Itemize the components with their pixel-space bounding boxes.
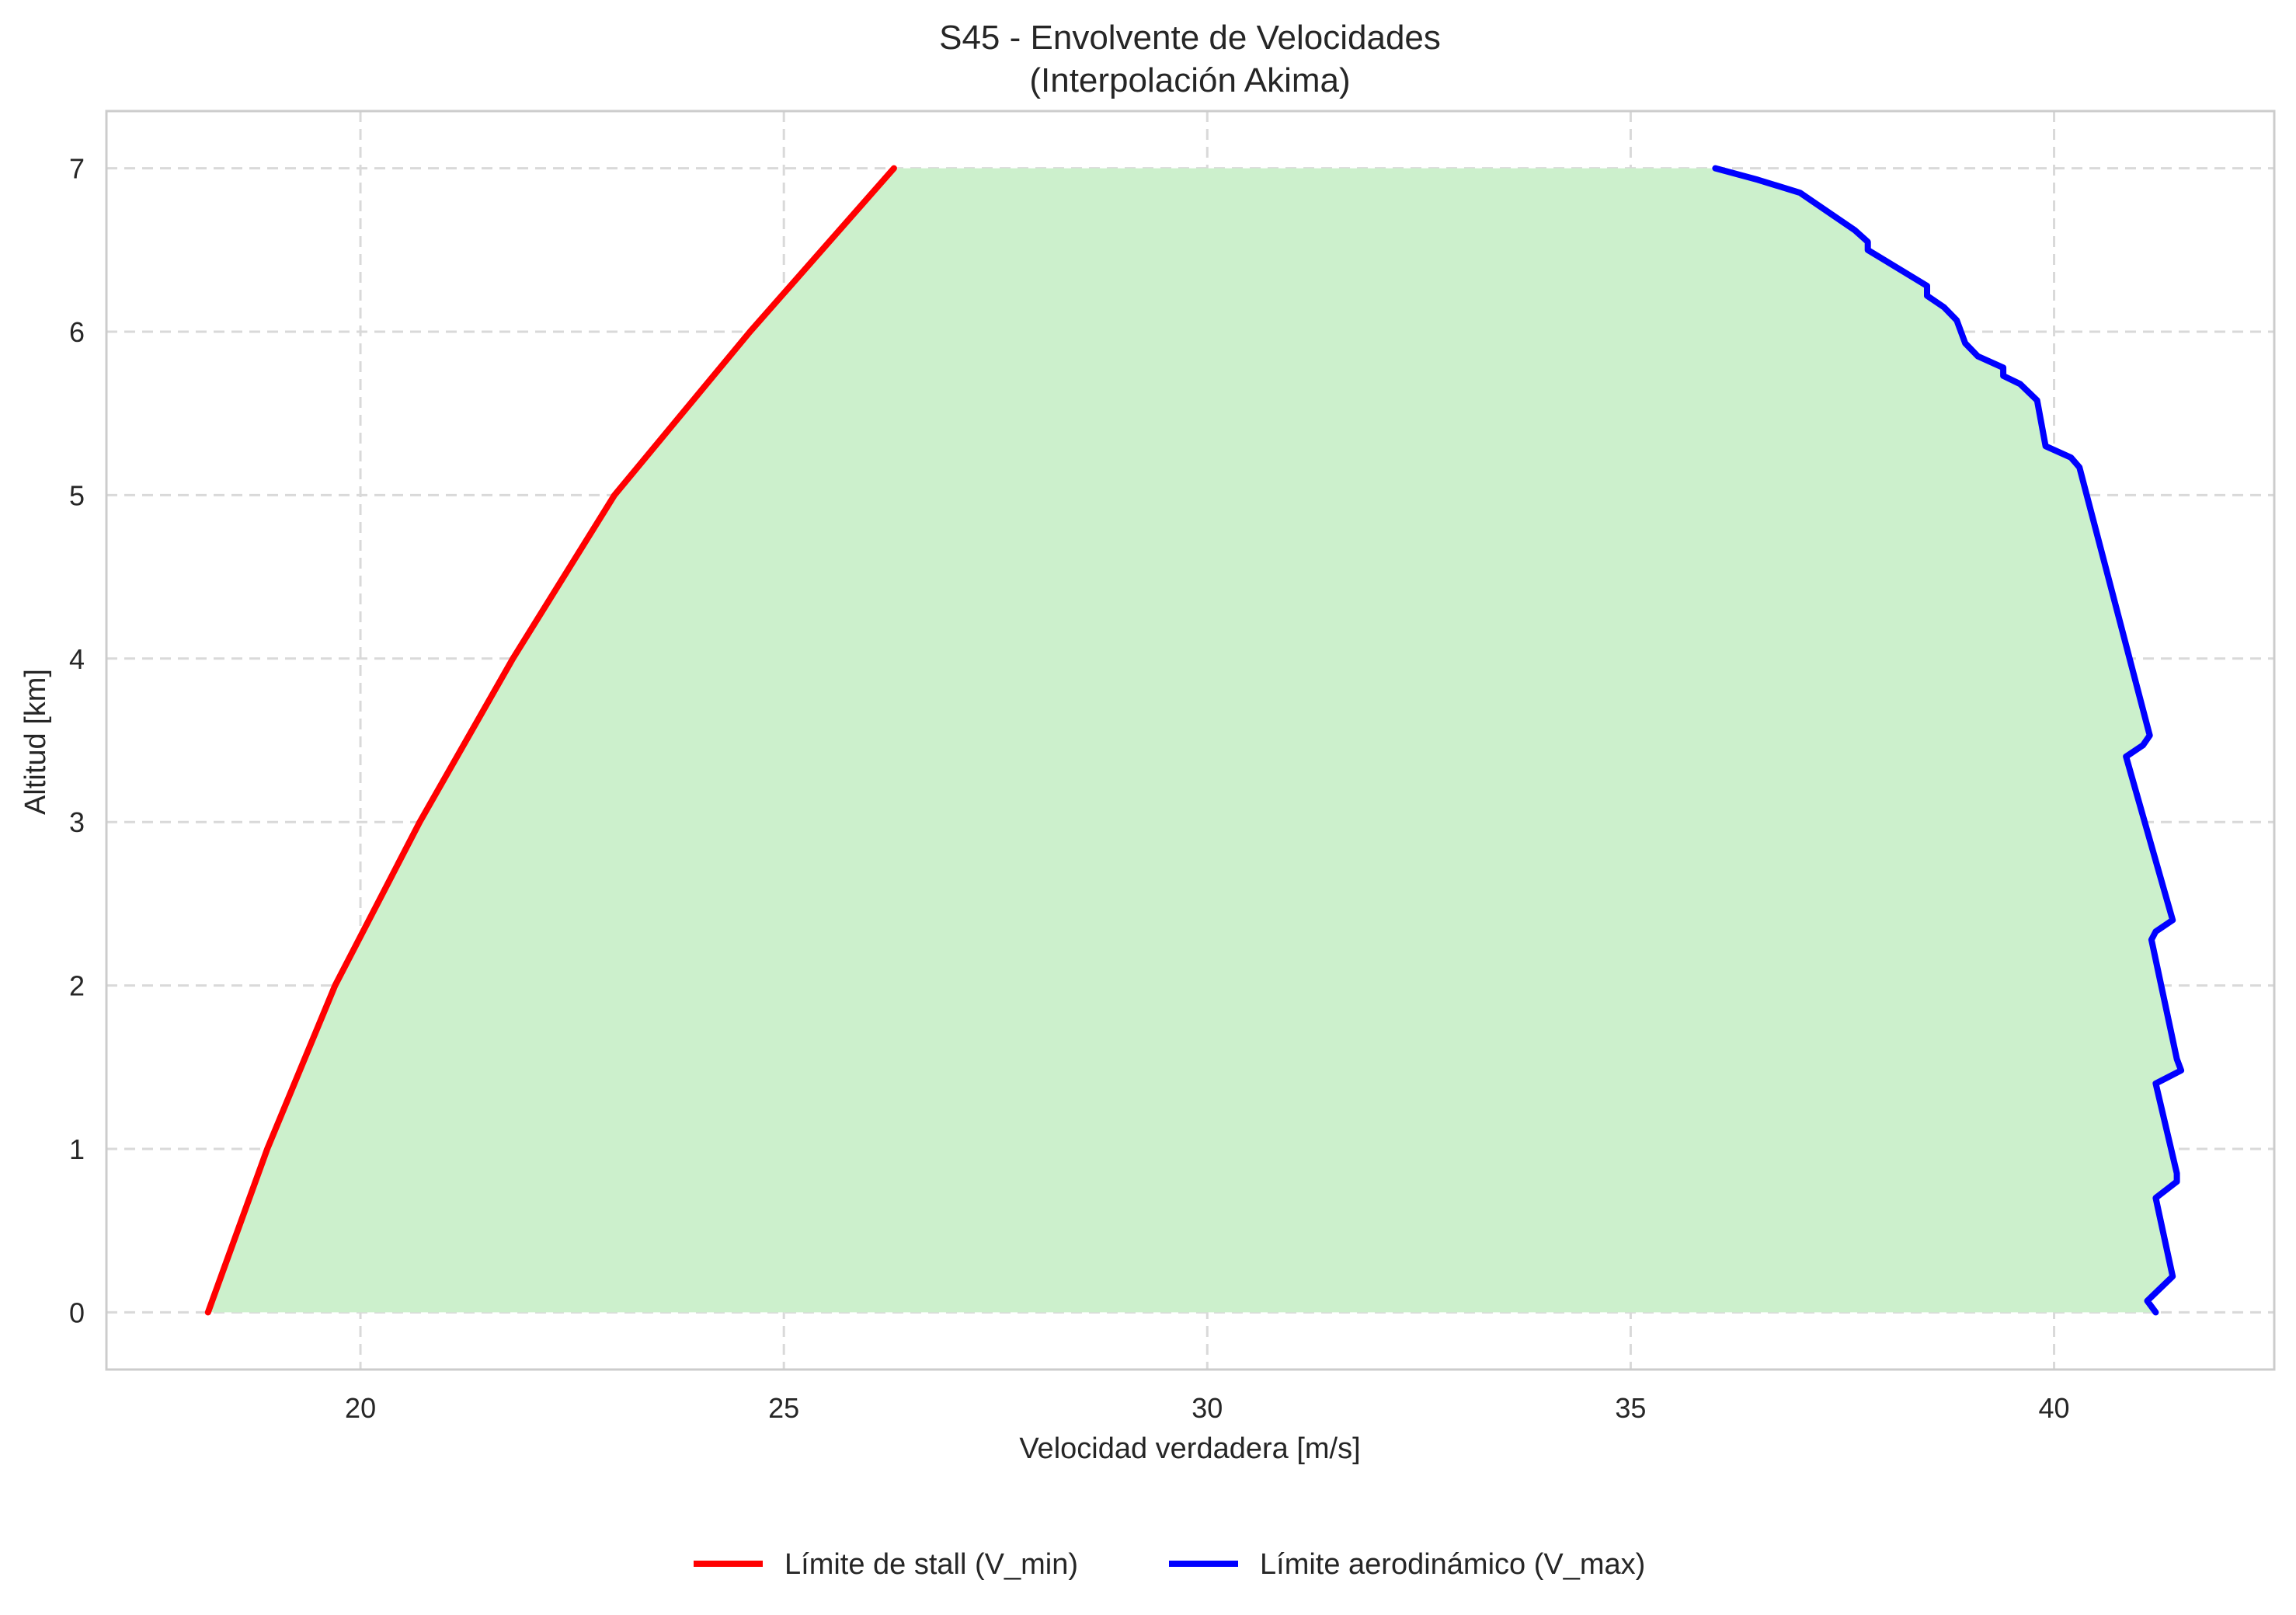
x-tick-label: 20	[345, 1392, 376, 1424]
y-axis-label: Altitud [km]	[19, 669, 52, 815]
series-line-aero	[1712, 165, 2185, 1316]
y-tick-label: 4	[69, 643, 85, 675]
y-tick-label: 7	[69, 153, 85, 185]
x-tick-label: 25	[768, 1392, 799, 1424]
y-tick-label: 5	[69, 479, 85, 511]
series-line-stall	[204, 165, 897, 1316]
chart-title: S45 - Envolvente de Velocidades	[939, 19, 1441, 57]
legend-label-stall: Límite de stall (V_min)	[784, 1548, 1078, 1581]
x-tick-label: 35	[1615, 1392, 1646, 1424]
y-tick-labels: 0 1 2 3 4 5 6 7	[69, 153, 85, 1329]
y-tick-label: 2	[69, 970, 85, 1002]
y-tick-label: 1	[69, 1133, 85, 1165]
envelope-fill	[207, 168, 2182, 1313]
legend-label-aero: Límite aerodinámico (V_max)	[1260, 1548, 1645, 1581]
legend: Límite de stall (V_min) Límite aerodinám…	[694, 1548, 1645, 1581]
x-axis-label: Velocidad verdadera [m/s]	[1019, 1432, 1360, 1465]
plot-frame	[105, 110, 2276, 1371]
x-tick-labels: 20 25 30 35 40	[345, 1392, 2070, 1424]
chart-subtitle: (Interpolación Akima)	[1029, 61, 1350, 99]
y-tick-label: 0	[69, 1297, 85, 1328]
series-lines	[204, 165, 2185, 1316]
x-tick-label: 40	[2039, 1392, 2070, 1424]
y-tick-label: 6	[69, 316, 85, 348]
x-tick-label: 30	[1191, 1392, 1223, 1424]
y-tick-label: 3	[69, 806, 85, 838]
